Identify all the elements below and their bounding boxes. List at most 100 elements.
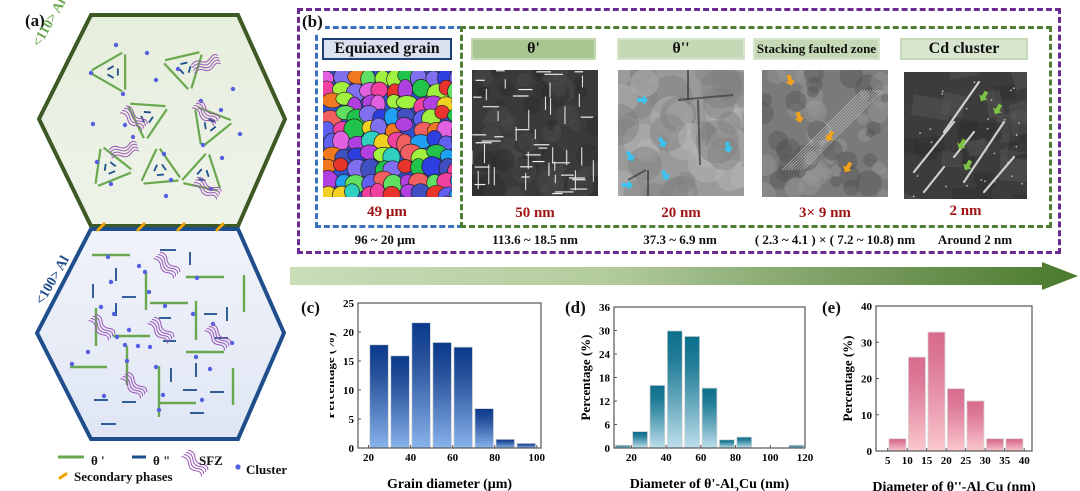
cluster-dot [190, 311, 196, 317]
marker-arrow-icon [825, 130, 835, 142]
cluster-dot [114, 334, 120, 340]
theta-prime-plate [942, 80, 981, 134]
marker-arrow-icon [794, 111, 805, 123]
chart-d-xtick-label: 40 [661, 452, 673, 464]
cluster-dot [160, 392, 166, 398]
top-hexagon [36, 13, 288, 228]
theta-prime-precipitate [130, 102, 166, 108]
cluster-dot [163, 193, 169, 199]
chart-e-xlabel: Diameter of θ''-Al3Cu (nm) [872, 480, 1036, 491]
cluster-dot [122, 342, 128, 348]
cluster-dot [98, 304, 104, 310]
legend-secondary-phases-icon [58, 472, 68, 480]
sfz-glyph [120, 371, 148, 399]
theta-prime-precipitate [91, 51, 123, 72]
cluster-dot [120, 91, 126, 97]
marker-arrow-icon [993, 103, 1003, 115]
chart-c-ytick-label: 25 [343, 298, 355, 310]
cluster-dot [113, 42, 119, 48]
chart-c-xtick-label: 80 [489, 452, 501, 464]
theta-prime-precipitate [91, 72, 123, 93]
sfz-glyph [88, 313, 116, 341]
chart-c-bar [453, 346, 473, 449]
chart-d-xtick-label: 120 [797, 452, 814, 464]
chart-c-ylabel: Percentage (%) [330, 332, 337, 418]
chart-c-ytick-label: 10 [343, 385, 355, 397]
chart-c-bar [432, 342, 452, 449]
cluster-dot [199, 397, 205, 403]
cluster-dot [146, 289, 152, 295]
theta-double-prime-precipitate [103, 163, 107, 171]
cluster-dot [219, 155, 225, 161]
range-equiaxed-grain: 96 ~ 20 μm [354, 232, 416, 247]
header-theta-double-prime: θ'' [617, 38, 745, 60]
theta-double-prime-precipitate [148, 116, 154, 124]
theta-prime-plate [982, 155, 1016, 194]
cluster-dot [156, 407, 162, 413]
theta-double-prime-precipitate [107, 73, 115, 79]
tem-image-cd-cluster [904, 72, 1027, 199]
cluster-dot [142, 269, 148, 275]
chart-grain-diameter: 0 5 10 15 20 25 20 40 60 80 100 Percentage (%) Grain… [330, 298, 546, 491]
secondary-phase-marker [96, 222, 106, 232]
chart-e-ytick-label: 10 [861, 410, 873, 422]
theta-double-prime-precipitate [153, 164, 158, 172]
chart-e-ytick-label: 0 [867, 446, 873, 458]
chart-d-ytick-label: 18 [599, 373, 611, 385]
sfz-glyph [147, 316, 175, 344]
chart-d-bar [632, 431, 648, 449]
theta-prime-plate [962, 120, 1006, 184]
top-hexagon-precipitates [88, 42, 243, 200]
marker-arrow-icon [622, 180, 633, 190]
chart-e-bar [985, 438, 1004, 452]
size-gradient-arrow [290, 262, 1078, 290]
cluster-dot [90, 121, 96, 127]
tem-image-stacking-faulted-zone [762, 70, 888, 197]
theta-double-prime-precipitate [209, 125, 217, 132]
panel-c-label: (c) [301, 298, 320, 317]
panel-a-hexagons [34, 13, 288, 480]
chart-e-bar [966, 400, 985, 452]
chart-c-xtick-label: 20 [363, 452, 375, 464]
chart-theta-prime-diameter: 0 6 12 18 24 30 36 20 40 60 80 100 120 Percentage (%)… [578, 302, 814, 491]
chart-e-bar [927, 331, 946, 452]
chart-c-ytick-label: 15 [343, 356, 355, 368]
chart-c-bar [411, 322, 431, 449]
grain [369, 183, 386, 197]
sfz-glyph [192, 100, 220, 126]
grain [447, 82, 452, 101]
chart-e-bar [947, 388, 965, 452]
chart-c-ytick-label: 0 [349, 443, 355, 455]
chart-e-bar [1005, 438, 1024, 452]
cluster-dot [153, 364, 159, 370]
cluster-dot [111, 311, 117, 317]
chart-d-xtick-label: 20 [626, 452, 638, 464]
cluster-dot [85, 349, 91, 355]
chart-d-xtick-label: 100 [762, 452, 779, 464]
legend-secondary-phases-label: Secondary phases [74, 469, 173, 484]
grain [451, 127, 452, 136]
secondary-phase-marker [176, 222, 186, 232]
theta-double-prime-precipitate [107, 65, 115, 71]
chart-c-bar [390, 355, 410, 449]
cluster-dot [230, 86, 236, 92]
chart-c-bar [369, 344, 389, 449]
theta-double-prime-precipitate [205, 169, 210, 178]
marker-arrow-icon [979, 90, 989, 102]
chart-d-bar [701, 387, 718, 449]
chart-d-ylabel: Percentage (%) [578, 334, 593, 420]
chart-d-ytick-label: 6 [605, 420, 611, 432]
sfz-glyph [109, 140, 140, 159]
range-stacking-faulted-zone: ( 2.3 ~ 4.1 ) × ( 7.2 ~ 10.8) nm [754, 232, 916, 247]
grain [437, 186, 452, 197]
theta-prime-precipitate [181, 153, 207, 181]
cluster-dot [88, 70, 94, 76]
cluster-dot [108, 181, 114, 187]
cluster-dot [207, 366, 213, 372]
chart-e-ylabel: Percentage (%) [840, 335, 855, 421]
chart-e-xtick-label: 40 [1019, 455, 1030, 467]
chart-c-bar [516, 442, 536, 449]
sfz-glyph [191, 54, 222, 74]
cluster-dot [135, 343, 141, 349]
marker-arrow-icon [963, 159, 973, 171]
